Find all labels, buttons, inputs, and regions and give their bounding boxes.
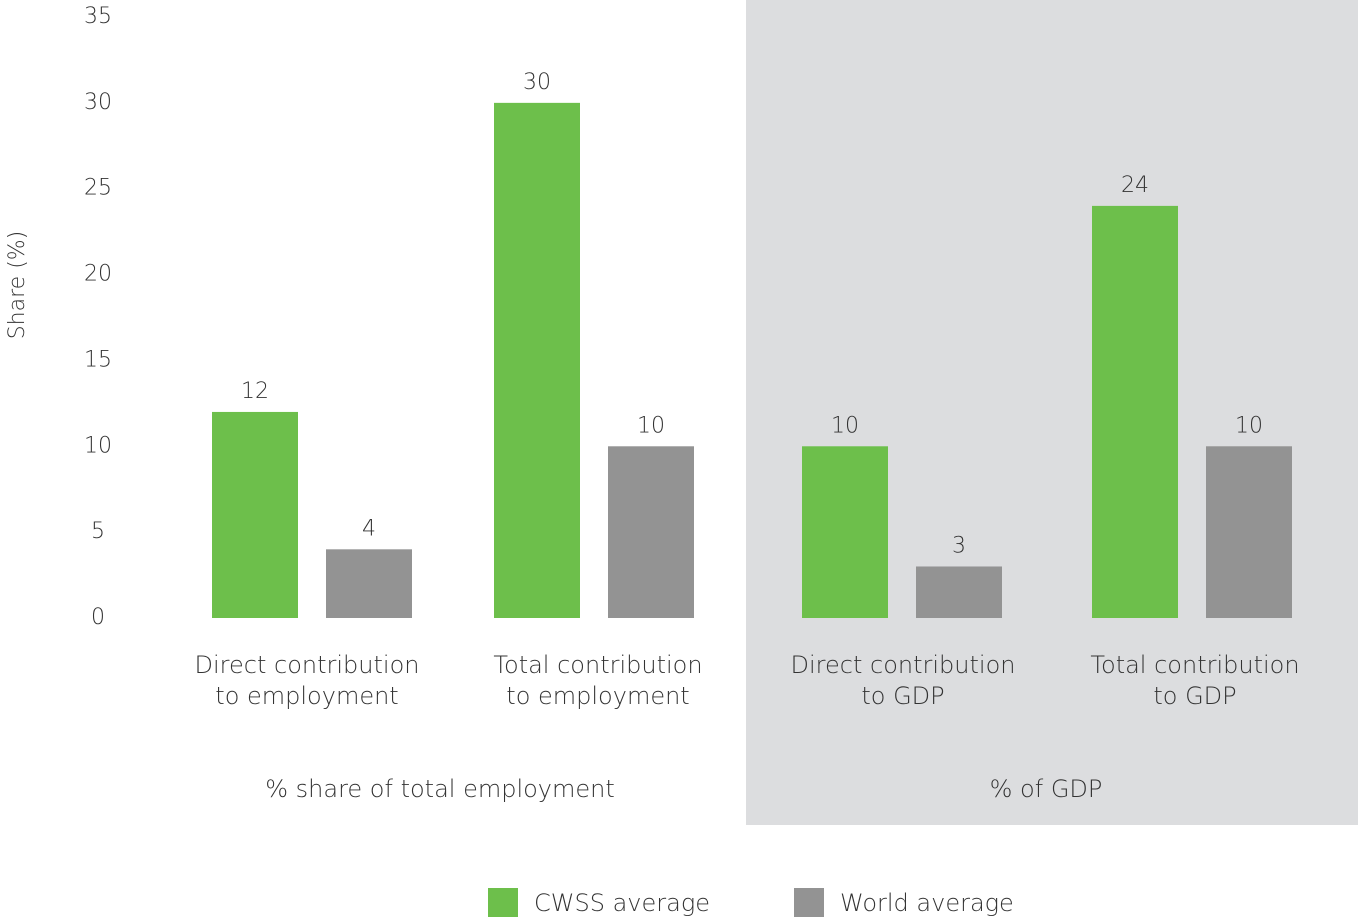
value-label: 4 [362,516,376,541]
value-label: 12 [241,379,269,404]
y-tick-label: 5 [91,519,105,544]
x-tick-label: Total contribution [493,651,702,679]
y-tick-label: 15 [84,347,112,372]
x-tick-label: to GDP [861,682,944,710]
group-label: % of GDP [990,775,1103,803]
y-tick-label: 0 [91,605,105,630]
y-axis-label: Share (%) [5,231,30,340]
bar [1206,446,1292,618]
gdp-panel [746,0,1358,825]
bar [916,566,1002,618]
x-tick-label: Direct contribution [791,651,1016,679]
bar [212,411,298,618]
y-tick-label: 20 [84,262,112,287]
value-label: 30 [523,70,551,95]
legend-swatch [488,888,518,917]
y-tick-label: 35 [84,4,112,29]
x-tick-label: to employment [215,682,398,710]
value-label: 10 [831,413,859,438]
legend-swatch [794,888,824,917]
bar [494,102,580,619]
y-tick-label: 30 [84,90,112,115]
y-tick-label: 10 [84,433,112,458]
bar [1092,205,1178,618]
value-label: 24 [1121,173,1149,198]
value-label: 3 [952,533,966,558]
bar [608,446,694,618]
x-tick-label: to GDP [1153,682,1236,710]
bar [326,549,412,618]
x-tick-label: Direct contribution [195,651,420,679]
group-label: % share of total employment [265,775,615,803]
x-tick-label: to employment [506,682,689,710]
bar [802,446,888,618]
legend-label: CWSS average [534,889,710,917]
value-label: 10 [637,413,665,438]
y-tick-label: 25 [84,176,112,201]
value-label: 10 [1235,413,1263,438]
legend-label: World average [840,889,1014,917]
x-tick-label: Total contribution [1090,651,1299,679]
